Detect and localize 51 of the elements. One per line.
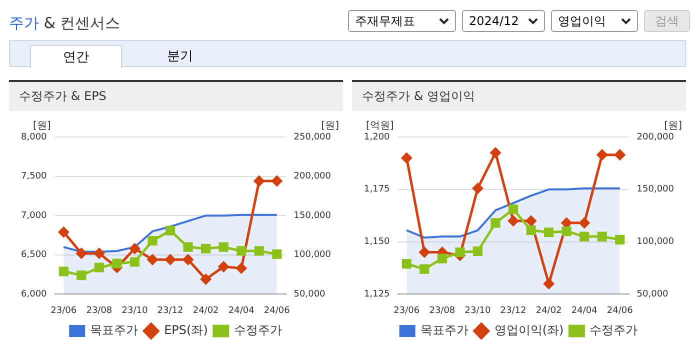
x-tick-label: 24/02 bbox=[536, 306, 562, 316]
text: 2024/12 bbox=[469, 14, 519, 28]
x-tick-label: 24/06 bbox=[264, 306, 290, 316]
chart-title: 수정주가 & EPS bbox=[9, 80, 343, 111]
legend-label: EPS(좌) bbox=[164, 323, 208, 338]
x-tick-label: 23/06 bbox=[394, 306, 420, 316]
legend-label: 목표주가 bbox=[420, 323, 468, 338]
y2-tick-label: 50,000 bbox=[294, 290, 326, 300]
y2-axis-title: [원] bbox=[664, 120, 682, 132]
y-tick-label: 1,175 bbox=[364, 184, 390, 195]
y-tick-label: 6,000 bbox=[21, 290, 48, 300]
chart-title: 수정주가 & 영업이익 bbox=[352, 80, 686, 111]
y-tick-label: 1,125 bbox=[364, 290, 390, 300]
y-axis-title: [원] bbox=[32, 120, 51, 132]
x-tick-label: 24/02 bbox=[192, 306, 219, 316]
x-tick-label: 23/08 bbox=[86, 306, 112, 316]
y-tick-label: 7,000 bbox=[21, 210, 48, 221]
text: 검색 bbox=[644, 10, 690, 32]
text: 분기 bbox=[166, 48, 194, 66]
x-tick-label: 23/10 bbox=[464, 306, 491, 316]
text: 주재무제표 bbox=[355, 12, 415, 30]
text: 주가 & 컨센서스 bbox=[9, 14, 120, 33]
y2-tick-label: 150,000 bbox=[294, 210, 332, 221]
legend-label: 수정주가 bbox=[234, 323, 282, 338]
x-tick-label: 23/08 bbox=[429, 306, 456, 316]
y2-tick-label: 100,000 bbox=[294, 250, 332, 260]
text: 영업이익 bbox=[558, 12, 606, 30]
y2-tick-label: 250,000 bbox=[294, 132, 332, 142]
y2-tick-label: 50,000 bbox=[636, 290, 669, 300]
y-tick-label: 1,150 bbox=[364, 237, 390, 248]
x-tick-label: 23/10 bbox=[122, 306, 148, 316]
legend-label: 영업이익(좌) bbox=[494, 323, 564, 338]
x-tick-label: 23/12 bbox=[500, 306, 526, 316]
y2-tick-label: 150,000 bbox=[636, 184, 674, 195]
x-tick-label: 23/06 bbox=[50, 306, 77, 316]
y2-tick-label: 100,000 bbox=[636, 237, 674, 248]
y-tick-label: 8,000 bbox=[21, 132, 48, 142]
y2-tick-label: 200,000 bbox=[294, 172, 332, 182]
x-tick-label: 24/04 bbox=[228, 306, 255, 316]
y2-tick-label: 200,000 bbox=[636, 132, 674, 142]
x-tick-label: 23/12 bbox=[157, 306, 184, 316]
y-axis-title: [억원] bbox=[366, 120, 394, 132]
y-tick-label: 7,500 bbox=[21, 172, 48, 182]
y-tick-label: 1,200 bbox=[364, 132, 390, 142]
y2-axis-title: [원] bbox=[321, 120, 340, 132]
legend-label: 수정주가 bbox=[590, 323, 638, 338]
x-tick-label: 24/06 bbox=[606, 306, 634, 316]
text: 연간 bbox=[30, 45, 122, 68]
x-tick-label: 24/04 bbox=[571, 306, 598, 316]
y-tick-label: 6,500 bbox=[21, 250, 48, 260]
legend-label: 목표주가 bbox=[90, 323, 138, 338]
